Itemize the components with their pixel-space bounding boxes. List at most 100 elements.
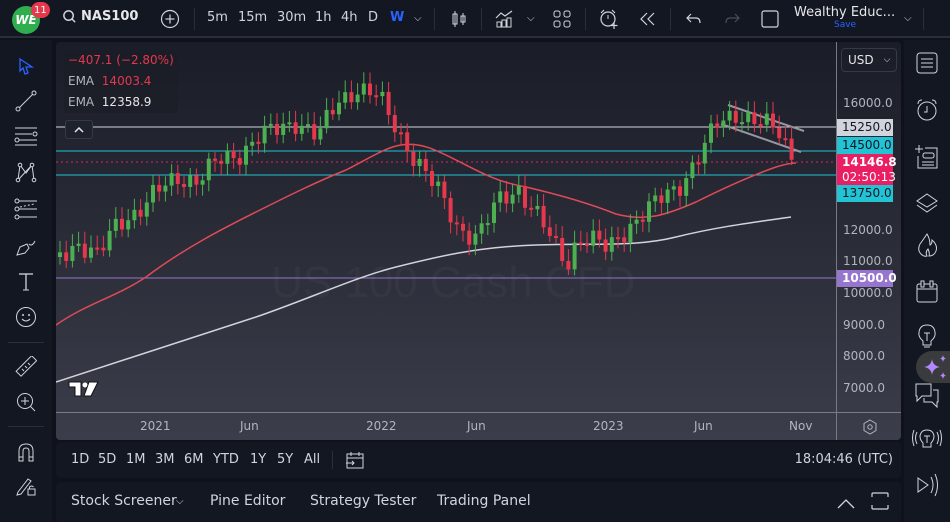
chart-type-button[interactable]: [449, 9, 469, 29]
level-label-13750: 13750.0: [837, 185, 893, 202]
fullscreen-button[interactable]: [760, 9, 780, 29]
text-tool[interactable]: [12, 268, 40, 296]
layers-button[interactable]: [912, 188, 942, 218]
redo-button[interactable]: [722, 9, 742, 29]
logo-text: WE: [15, 13, 37, 27]
chevron-down-icon[interactable]: ⌵: [904, 13, 912, 24]
range-1y[interactable]: 1Y: [250, 452, 267, 467]
measure-tool[interactable]: [12, 353, 40, 381]
chart-settings-button[interactable]: [837, 412, 901, 440]
replay-trading-button[interactable]: [912, 470, 942, 500]
object-tree-button[interactable]: [912, 142, 942, 172]
tab-trading-panel[interactable]: Trading Panel: [437, 493, 531, 509]
calendar-button[interactable]: [912, 277, 942, 307]
range-6m[interactable]: 6M: [184, 452, 204, 467]
ema-fast-legend[interactable]: EMA 14003.4: [68, 71, 174, 92]
streams-button[interactable]: [912, 424, 942, 454]
interval-4h[interactable]: 4h: [341, 10, 358, 25]
currency-value: USD: [848, 53, 874, 67]
magnet-tool[interactable]: [12, 438, 40, 466]
layouts-button[interactable]: [552, 9, 572, 29]
compare-symbol-button[interactable]: [160, 9, 180, 29]
hotlists-button[interactable]: [912, 230, 942, 260]
chevron-down-icon[interactable]: ⌵: [414, 13, 422, 24]
undo-button[interactable]: [684, 9, 704, 29]
indicators-button[interactable]: [494, 9, 516, 29]
range-all[interactable]: All: [304, 452, 321, 467]
range-ytd[interactable]: YTD: [213, 452, 239, 467]
layers-icon: [916, 193, 938, 213]
chats-button[interactable]: [912, 380, 942, 410]
tradingview-logo: [68, 381, 99, 397]
interval-d[interactable]: D: [368, 10, 379, 25]
alerts-button[interactable]: [912, 95, 942, 125]
rewind-icon: [640, 12, 655, 26]
top-toolbar: WE 11 NAS100 5m 15m 30m 1h 4h D W ⌵ ⌵ We…: [0, 0, 950, 38]
watchlist-icon: [916, 52, 938, 74]
alarm-clock-icon: [917, 99, 937, 121]
save-layout-link[interactable]: Save: [834, 20, 857, 30]
square-icon: [761, 10, 779, 28]
current-price-label: 14146.8 02:50:13: [837, 154, 897, 185]
price-tick: 12000.0: [843, 223, 893, 237]
price-tick: 16000.0: [843, 96, 893, 110]
price-axis[interactable]: USD ⌵ 16000.0 12000.0 11000.0 10000.0 90…: [836, 42, 901, 440]
watchlist-button[interactable]: [912, 48, 942, 78]
emoji-tool[interactable]: [12, 303, 40, 331]
cursor-icon: [19, 57, 34, 75]
ai-assistant-button[interactable]: [916, 351, 950, 383]
tab-stock-screener[interactable]: Stock Screener: [71, 493, 177, 509]
range-1m[interactable]: 1M: [126, 452, 146, 467]
range-3m[interactable]: 3M: [155, 452, 175, 467]
currency-select[interactable]: USD ⌵: [841, 48, 897, 72]
fib-retracement-icon: [14, 198, 37, 220]
fib-tool[interactable]: [12, 195, 40, 223]
horizontal-lines-tool[interactable]: [12, 122, 40, 150]
range-5y[interactable]: 5Y: [277, 452, 294, 467]
utc-clock[interactable]: 18:04:46 (UTC): [794, 452, 893, 467]
price-tick: 7000.0: [843, 381, 885, 395]
chart-pane[interactable]: US 100 Cash CFD −407.1 (−2.80%) EMA 1400…: [56, 42, 901, 440]
range-1d[interactable]: 1D: [71, 452, 90, 467]
brush-tool[interactable]: [12, 232, 40, 260]
tab-pine-editor[interactable]: Pine Editor: [210, 493, 286, 509]
go-to-date-button[interactable]: [345, 450, 365, 474]
range-5d[interactable]: 5D: [98, 452, 117, 467]
chevron-down-icon[interactable]: ⌵: [176, 496, 184, 507]
ema-slow-legend[interactable]: EMA 12358.9: [68, 92, 174, 113]
interval-15m[interactable]: 15m: [238, 10, 268, 25]
zoom-in-tool[interactable]: [12, 388, 40, 416]
zoom-in-icon: [17, 393, 36, 412]
symbol-search[interactable]: NAS100: [62, 9, 138, 24]
expand-panel-button[interactable]: [836, 495, 856, 514]
interval-5m[interactable]: 5m: [207, 10, 228, 25]
interval-30m[interactable]: 30m: [277, 10, 307, 25]
ema-label: EMA: [68, 95, 95, 109]
maximize-panel-button[interactable]: [871, 492, 889, 514]
chevron-down-icon[interactable]: ⌵: [527, 13, 535, 24]
layout-name[interactable]: Wealthy Educ...: [794, 5, 896, 20]
interval-w-active[interactable]: W: [390, 10, 405, 25]
symbol-watermark: US 100 Cash CFD: [271, 258, 635, 307]
pattern-tool[interactable]: [12, 158, 40, 186]
calendar-arrow-icon: [346, 452, 364, 469]
collapse-legend-button[interactable]: [65, 120, 93, 139]
level-label-14500: 14500.0: [837, 137, 893, 154]
trend-line-tool[interactable]: [12, 87, 40, 115]
create-alert-button[interactable]: [598, 8, 620, 30]
price-tick: 11000.0: [843, 254, 893, 268]
ideas-button[interactable]: [912, 321, 942, 351]
interval-1h[interactable]: 1h: [315, 10, 332, 25]
divider: [585, 8, 586, 30]
cursor-tool[interactable]: [12, 52, 40, 80]
indicators-icon: [495, 10, 513, 28]
lock-drawings-tool[interactable]: [12, 472, 40, 500]
time-axis[interactable]: 2021 Jun 2022 Jun 2023 Jun Nov: [56, 412, 836, 440]
price-chart[interactable]: US 100 Cash CFD: [56, 42, 836, 412]
price-tick: 10000.0: [843, 286, 893, 300]
divider: [434, 8, 435, 30]
tab-strategy-tester[interactable]: Strategy Tester: [310, 493, 417, 509]
time-tick: 2022: [366, 419, 397, 433]
grid-icon: [553, 10, 571, 28]
replay-button[interactable]: [638, 9, 658, 29]
